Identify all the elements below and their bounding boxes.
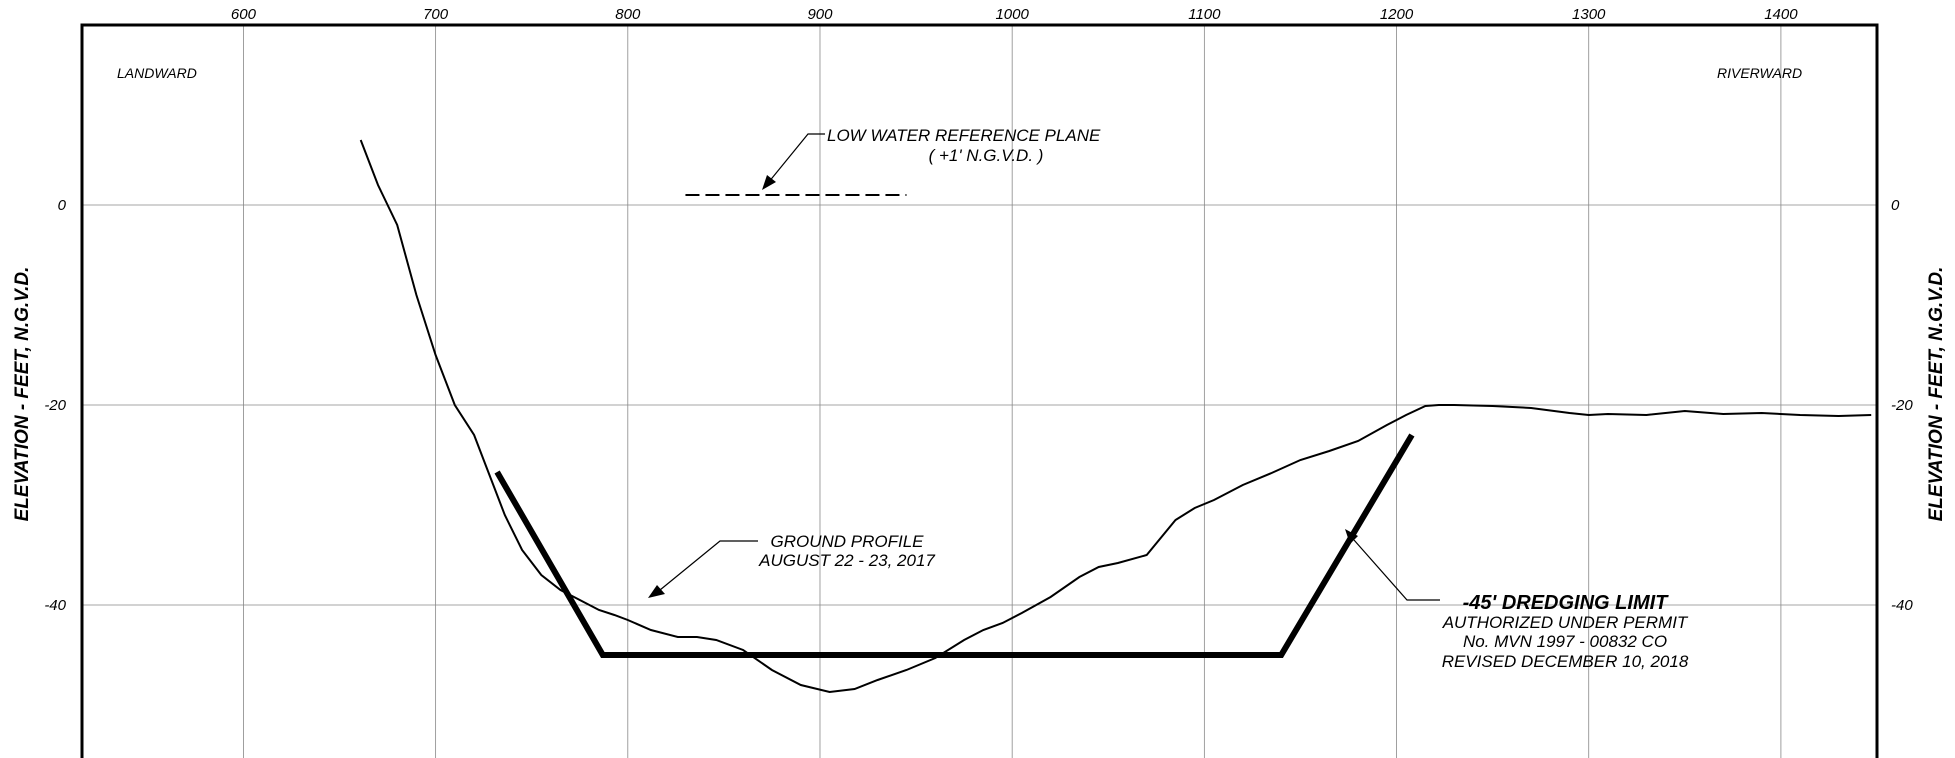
grid-lines — [82, 25, 1877, 758]
side-label-landward: LANDWARD — [117, 65, 197, 81]
x-tick-label-1400: 1400 — [1764, 6, 1798, 23]
y-tick-labels: 0 0 -20 -20 -40 -40 — [44, 197, 1913, 614]
dredging-limit-label-2: AUTHORIZED UNDER PERMIT — [1442, 613, 1689, 632]
x-tick-label-600: 600 — [231, 6, 257, 23]
x-tick-label-900: 900 — [807, 6, 833, 23]
x-tick-label-800: 800 — [615, 6, 641, 23]
dredging-limit-label-4: REVISED DECEMBER 10, 2018 — [1442, 652, 1689, 671]
ground-profile-annotation: GROUND PROFILE AUGUST 22 - 23, 2017 — [648, 532, 935, 598]
dredging-limit-line — [494, 433, 1415, 658]
y-tick-label-left-0: 0 — [58, 197, 67, 214]
low-water-label-1: LOW WATER REFERENCE PLANE — [827, 126, 1101, 145]
x-tick-label-700: 700 — [423, 6, 449, 23]
ground-profile-leader — [659, 540, 758, 591]
y-axis-label-left: ELEVATION - FEET, N.G.V.D. — [12, 267, 33, 522]
x-tick-labels: 600 700 800 900 1000 1100 1200 1300 1400 — [231, 6, 1798, 23]
x-tick-label-1300: 1300 — [1572, 6, 1606, 23]
dredging-limit-leader — [1353, 539, 1440, 601]
dredging-limit-annotation: -45' DREDGING LIMIT AUTHORIZED UNDER PER… — [1345, 529, 1689, 671]
dredging-limit-arrowhead — [1345, 529, 1358, 544]
y-tick-label-right--20: -20 — [1891, 397, 1913, 414]
ground-profile-arrowhead — [648, 585, 665, 598]
low-water-leader — [767, 133, 825, 184]
ground-profile-label-2: AUGUST 22 - 23, 2017 — [758, 551, 935, 570]
dredging-limit-label-3: No. MVN 1997 - 00832 CO — [1463, 632, 1667, 651]
y-tick-label-left--20: -20 — [44, 397, 66, 414]
y-axis-label-right: ELEVATION - FEET, N.G.V.D. — [1926, 267, 1947, 522]
y-tick-label-right--40: -40 — [1891, 597, 1913, 614]
x-tick-label-1100: 1100 — [1188, 6, 1221, 23]
y-tick-label-left--40: -40 — [44, 597, 66, 614]
plot-frame — [80, 23, 1879, 758]
y-tick-label-right-0: 0 — [1891, 197, 1900, 214]
dredging-limit-label-1: -45' DREDGING LIMIT — [1463, 592, 1670, 614]
series-group — [359, 139, 1872, 694]
ground-profile-label-1: GROUND PROFILE — [770, 532, 924, 551]
ground-profile-line — [359, 139, 1872, 694]
side-label-riverward: RIVERWARD — [1717, 65, 1802, 81]
x-tick-label-1200: 1200 — [1380, 6, 1414, 23]
low-water-arrowhead — [762, 175, 776, 190]
x-tick-label-1000: 1000 — [995, 6, 1029, 23]
low-water-annotation: LOW WATER REFERENCE PLANE ( +1' N.G.V.D.… — [762, 126, 1101, 190]
low-water-label-2: ( +1' N.G.V.D. ) — [929, 146, 1044, 165]
